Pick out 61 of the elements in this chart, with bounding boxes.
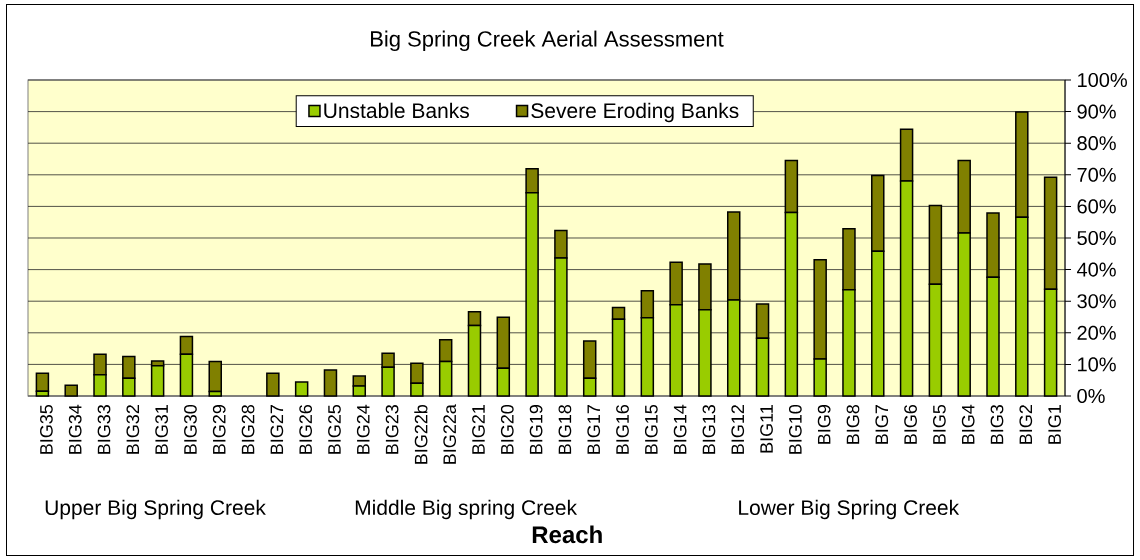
x-tick-label: BIG31 bbox=[155, 405, 168, 454]
x-tick-label: BIG3 bbox=[990, 404, 1004, 444]
x-tick-label: BIG4 bbox=[961, 404, 975, 444]
x-tick-label: BIG35 bbox=[40, 404, 53, 454]
text: Upper Big Spring Creek bbox=[45, 499, 266, 520]
bar bbox=[35, 372, 50, 393]
x-tick-label: BIG30 bbox=[184, 404, 197, 454]
bar bbox=[323, 369, 338, 397]
x-axis-title: Reach bbox=[532, 525, 602, 544]
text: Middle Big spring Creek bbox=[355, 499, 578, 520]
x-tick-label: BIG23 bbox=[385, 404, 399, 454]
x-tick-label: BIG11 bbox=[760, 405, 773, 453]
x-tick-label: BIG14 bbox=[673, 404, 687, 454]
x-tick-label: BIG10 bbox=[788, 404, 802, 454]
chart-title: Big Spring Creek Aerial Assessment bbox=[371, 30, 724, 52]
x-tick-label: BIG8 bbox=[846, 404, 860, 444]
y-tick-label: 80% bbox=[1077, 136, 1116, 151]
text: Lower Big Spring Creek bbox=[739, 499, 960, 520]
legend-label: Severe Eroding Banks bbox=[531, 102, 739, 123]
x-tick-label: BIG6 bbox=[904, 404, 917, 444]
x-tick-label: BIG19 bbox=[529, 405, 543, 454]
y-tick-label: 30% bbox=[1077, 294, 1116, 309]
x-tick-label: BIG15 bbox=[644, 404, 658, 454]
x-tick-label: BIG24 bbox=[356, 404, 370, 454]
x-tick-label: BIG16 bbox=[616, 404, 629, 454]
x-tick-label: BIG20 bbox=[500, 404, 514, 454]
x-tick-label: BIG9 bbox=[817, 405, 831, 444]
x-tick-label: BIG28 bbox=[241, 404, 255, 454]
x-tick-label: BIG22b bbox=[414, 404, 428, 464]
x-tick-label: BIG27 bbox=[270, 405, 284, 454]
bar bbox=[64, 384, 78, 397]
x-tick-label: BIG12 bbox=[731, 405, 745, 454]
y-tick-label: 100% bbox=[1078, 72, 1127, 88]
x-tick-label: BIG5 bbox=[933, 404, 946, 444]
x-tick-label: BIG21 bbox=[472, 405, 485, 454]
bar bbox=[266, 372, 280, 397]
x-tick-label: BIG34 bbox=[68, 404, 82, 454]
x-tick-label: BIG29 bbox=[212, 405, 226, 454]
x-tick-label: BIG26 bbox=[299, 404, 313, 454]
x-tick-label: BIG25 bbox=[328, 404, 341, 454]
y-tick-label: 20% bbox=[1077, 325, 1116, 340]
y-tick-label: 70% bbox=[1077, 167, 1116, 182]
x-tick-label: BIG13 bbox=[702, 404, 716, 454]
x-tick-label: BIG2 bbox=[1019, 405, 1033, 444]
y-tick-label: 60% bbox=[1077, 199, 1116, 214]
legend-label: Unstable Banks bbox=[324, 102, 469, 119]
y-tick-label: 10% bbox=[1078, 357, 1116, 372]
x-tick-label: BIG18 bbox=[558, 404, 572, 454]
x-tick-label: BIG33 bbox=[97, 404, 111, 454]
y-tick-label: 90% bbox=[1077, 104, 1116, 119]
bar bbox=[150, 364, 165, 397]
y-tick-label: 40% bbox=[1077, 262, 1116, 277]
y-tick-label: 0% bbox=[1077, 388, 1105, 404]
bar bbox=[294, 381, 309, 397]
x-tick-label: BIG32 bbox=[126, 405, 140, 454]
x-tick-label: BIG22a bbox=[443, 404, 457, 464]
bar bbox=[208, 360, 222, 393]
x-tick-label: BIG1 bbox=[1048, 405, 1061, 444]
x-tick-label: BIG7 bbox=[875, 405, 889, 444]
y-tick-label: 50% bbox=[1077, 230, 1116, 246]
x-tick-label: BIG17 bbox=[587, 405, 601, 454]
